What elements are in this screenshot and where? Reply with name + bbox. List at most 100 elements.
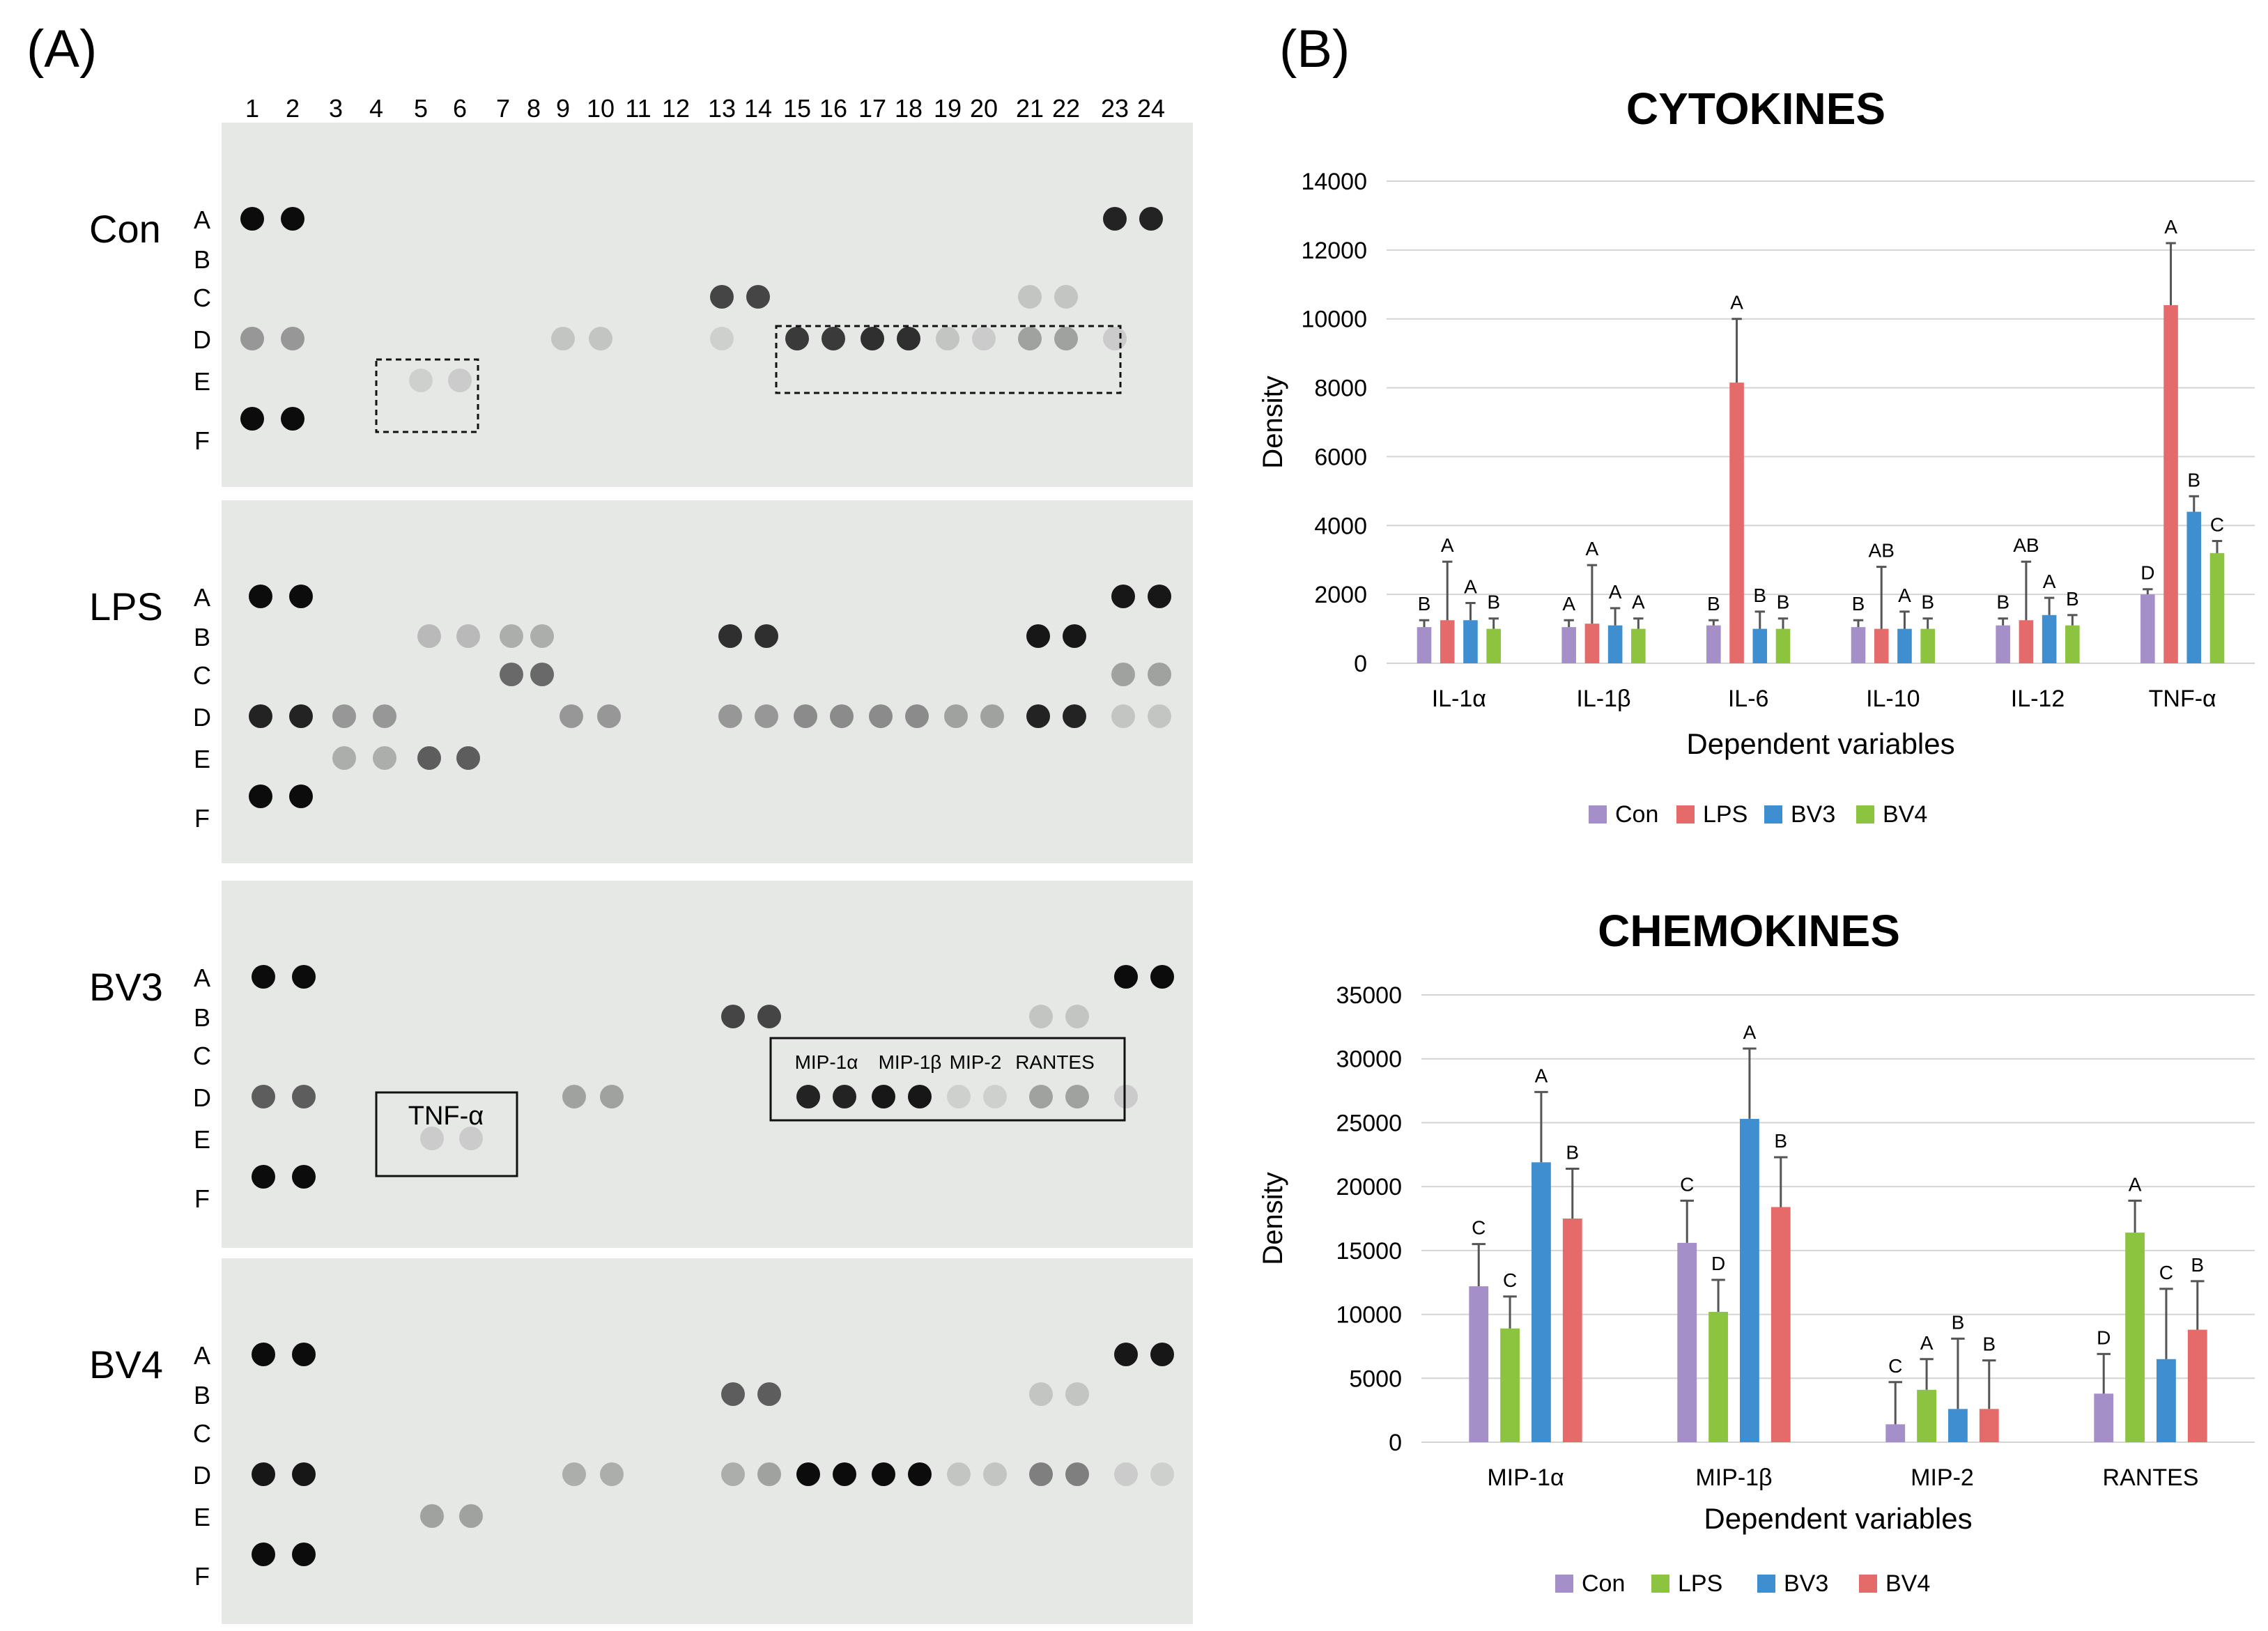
significance-letter: A [1632, 592, 1645, 613]
bar-lps [1729, 382, 1744, 663]
blot-spot [1018, 327, 1042, 350]
blot-spot [252, 1165, 275, 1189]
bar-bv4 [2209, 552, 2225, 663]
blot-spot [796, 1085, 820, 1108]
blot-spot [249, 585, 272, 608]
row-letter: E [194, 1125, 210, 1154]
x-tick-label: TNF-α [2149, 686, 2216, 712]
x-axis-label: Dependent variables [1704, 1502, 1972, 1535]
bar-con [1996, 625, 2010, 663]
x-tick-label: IL-1β [1576, 686, 1630, 712]
blot-spot [240, 207, 264, 231]
blot-spot [456, 746, 480, 770]
blot-spot [1065, 1005, 1089, 1028]
blot-spot [983, 1462, 1007, 1486]
significance-letter: A [1535, 1065, 1548, 1086]
blot-spot [292, 1085, 316, 1108]
significance-letter: A [1730, 292, 1743, 314]
column-number: 17 [858, 94, 886, 123]
blot-spot [289, 784, 313, 808]
blot-spot [721, 1005, 745, 1028]
blot-spot [1063, 704, 1086, 728]
column-number: 18 [895, 94, 923, 123]
blot-spot [459, 1127, 483, 1150]
blot-spot [1054, 327, 1078, 350]
bar-bv4 [2187, 1329, 2207, 1442]
blot-spot [757, 1382, 781, 1406]
legend-label: LPS [1678, 1570, 1722, 1597]
blot-spot [562, 1462, 586, 1486]
blot-spot [459, 1504, 483, 1528]
y-tick-label: 4000 [1314, 513, 1367, 539]
row-letter: D [193, 325, 211, 354]
significance-letter: A [2164, 216, 2177, 238]
blot-spot [721, 1462, 745, 1486]
blot-spot [1103, 207, 1127, 231]
y-tick-label: 5000 [1349, 1366, 1402, 1392]
blot-spot [417, 746, 441, 770]
column-number: 19 [934, 94, 962, 123]
column-number: 22 [1052, 94, 1080, 123]
column-number: 6 [453, 94, 467, 123]
x-tick-label: IL-6 [1728, 686, 1769, 712]
blot-spot [1029, 1005, 1053, 1028]
chart-title: CHEMOKINES [1598, 906, 1900, 956]
bar-bv3 [2042, 614, 2057, 663]
row-letter: A [194, 583, 210, 612]
membrane-background [222, 123, 1193, 487]
row-letter: E [194, 745, 210, 773]
bar-lps [2125, 1232, 2145, 1442]
blot-spot [1114, 965, 1138, 989]
chemokines-chart: CHEMOKINES 0 5000 10000 15000 20000 25000 30000… [1258, 906, 2255, 1597]
blot-spot [332, 704, 356, 728]
blot-spot [947, 1085, 971, 1108]
blot-spot [417, 624, 441, 648]
legend-swatch [1555, 1575, 1573, 1593]
legend-label: BV3 [1784, 1570, 1828, 1597]
blot-spot [1114, 1462, 1138, 1486]
blot-spot [252, 1085, 275, 1108]
row-letter: C [193, 1419, 211, 1448]
chart-title: CYTOKINES [1626, 84, 1885, 134]
bar-con [1417, 627, 1432, 663]
blot-spot [794, 704, 817, 728]
significance-letter: A [1586, 538, 1599, 559]
significance-letter: A [2129, 1173, 2142, 1195]
blot-spot [292, 1165, 316, 1189]
bar-bv4 [1562, 1219, 1582, 1442]
bar-con [1706, 625, 1721, 663]
row-letter: E [194, 367, 210, 396]
column-number: 13 [708, 94, 736, 123]
blot-spot [710, 285, 734, 309]
bar-bv3 [2186, 511, 2202, 663]
bar-bv3 [2157, 1359, 2176, 1442]
legend-label: Con [1582, 1570, 1625, 1597]
column-numbers: 1 2 3 4 5 6 7 8 9 10 11 12 13 14 15 16 17 18 19 20 21 22 23 24 [245, 94, 1165, 123]
blot-spot [980, 704, 1004, 728]
blot-spot [983, 1085, 1007, 1108]
spot-label: MIP-2 [950, 1051, 1002, 1073]
y-tick-label: 12000 [1301, 238, 1367, 264]
bar-bv4 [1920, 628, 1935, 663]
column-number: 3 [329, 94, 343, 123]
blot-spot [420, 1127, 444, 1150]
blot-spot [1026, 704, 1050, 728]
blot-spot [292, 1343, 316, 1366]
y-tick-label: 0 [1354, 651, 1367, 677]
x-tick-label: RANTES [2103, 1464, 2199, 1491]
blot-spot [1029, 1462, 1053, 1486]
x-tick-label: MIP-1β [1695, 1464, 1772, 1491]
blot-spot [746, 285, 770, 309]
x-tick-label: IL-12 [2011, 686, 2065, 712]
significance-letter: B [1921, 592, 1934, 613]
significance-letter: A [1743, 1021, 1757, 1043]
column-number: 9 [556, 94, 570, 123]
row-letter: F [194, 1562, 210, 1591]
blot-spot [1065, 1382, 1089, 1406]
column-number: 4 [369, 94, 383, 123]
bar-bv4 [1775, 628, 1791, 663]
significance-letter: C [1503, 1269, 1517, 1291]
blot-spot [281, 407, 304, 431]
membrane-name: LPS [89, 585, 163, 628]
